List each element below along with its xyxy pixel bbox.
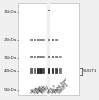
Text: Jurkat: Jurkat <box>33 85 43 95</box>
Bar <box>52 56 54 58</box>
Bar <box>52 89 54 91</box>
Bar <box>31 89 33 91</box>
Text: A-431: A-431 <box>36 85 46 95</box>
Bar <box>48 89 50 91</box>
Bar <box>59 69 61 73</box>
Bar <box>48 39 50 41</box>
Bar <box>42 56 45 58</box>
Bar <box>39 56 42 58</box>
Text: 40kDa: 40kDa <box>4 69 17 73</box>
Bar <box>42 39 45 41</box>
Bar <box>30 39 33 41</box>
Text: 35kDa: 35kDa <box>4 56 17 60</box>
Bar <box>42 68 45 74</box>
Text: Rat liver: Rat liver <box>54 82 68 95</box>
Bar <box>48 89 50 91</box>
Bar <box>48 56 50 58</box>
Bar <box>30 56 33 58</box>
Bar <box>34 39 36 41</box>
Bar <box>55 39 58 41</box>
Bar <box>40 69 42 73</box>
Bar <box>59 89 61 91</box>
Bar <box>52 89 54 91</box>
Bar <box>34 89 36 91</box>
Bar <box>30 68 33 74</box>
Bar <box>37 89 39 91</box>
Bar <box>59 68 61 74</box>
Bar <box>37 56 39 58</box>
Bar <box>48 39 50 41</box>
Bar <box>37 89 39 91</box>
Bar <box>30 89 33 91</box>
Bar <box>56 69 58 73</box>
Bar <box>39 68 42 74</box>
Bar <box>31 56 33 58</box>
Bar <box>40 39 42 41</box>
Bar <box>42 69 44 73</box>
Bar <box>55 89 58 91</box>
Bar <box>37 39 39 41</box>
Bar <box>37 68 39 74</box>
Text: T47D: T47D <box>38 86 48 95</box>
Bar <box>52 69 54 73</box>
Text: 55kDa: 55kDa <box>4 88 17 92</box>
Bar <box>52 56 54 58</box>
Text: HeLa: HeLa <box>29 86 39 95</box>
Bar <box>52 68 54 74</box>
Bar <box>31 69 33 73</box>
Bar <box>34 69 36 73</box>
Bar <box>37 39 39 41</box>
Bar <box>52 39 54 41</box>
Bar <box>48 68 50 74</box>
Bar <box>55 56 58 58</box>
Bar <box>48 10 50 11</box>
Bar <box>39 89 42 91</box>
Bar <box>34 68 36 74</box>
Text: NIH3T3: NIH3T3 <box>58 83 70 95</box>
Bar <box>56 89 58 91</box>
Bar <box>34 89 36 91</box>
Bar <box>56 39 58 41</box>
Bar <box>59 56 61 58</box>
Bar <box>18 2 79 94</box>
Bar <box>34 56 36 58</box>
Bar <box>55 68 58 74</box>
Bar <box>42 89 45 91</box>
Bar <box>48 69 50 73</box>
Bar <box>37 56 39 58</box>
Bar <box>42 56 44 58</box>
Bar <box>48 56 50 58</box>
Bar <box>59 56 61 58</box>
Bar <box>42 89 44 91</box>
Bar <box>37 69 39 73</box>
Bar <box>59 89 61 91</box>
Text: Mouse liver: Mouse liver <box>51 78 68 95</box>
Text: SUGT1: SUGT1 <box>83 69 97 73</box>
Bar <box>40 56 42 58</box>
Text: MCF-7: MCF-7 <box>47 84 58 95</box>
Bar <box>56 56 58 58</box>
Bar <box>31 39 33 41</box>
Text: 25kDa: 25kDa <box>4 38 17 42</box>
Bar <box>42 39 44 41</box>
Bar <box>39 39 42 41</box>
Bar <box>52 39 54 41</box>
Text: K-562: K-562 <box>41 85 51 95</box>
Bar <box>34 56 36 58</box>
Bar <box>48 10 50 11</box>
Bar <box>40 89 42 91</box>
Bar <box>34 39 36 41</box>
Text: 15kDa: 15kDa <box>4 10 17 14</box>
